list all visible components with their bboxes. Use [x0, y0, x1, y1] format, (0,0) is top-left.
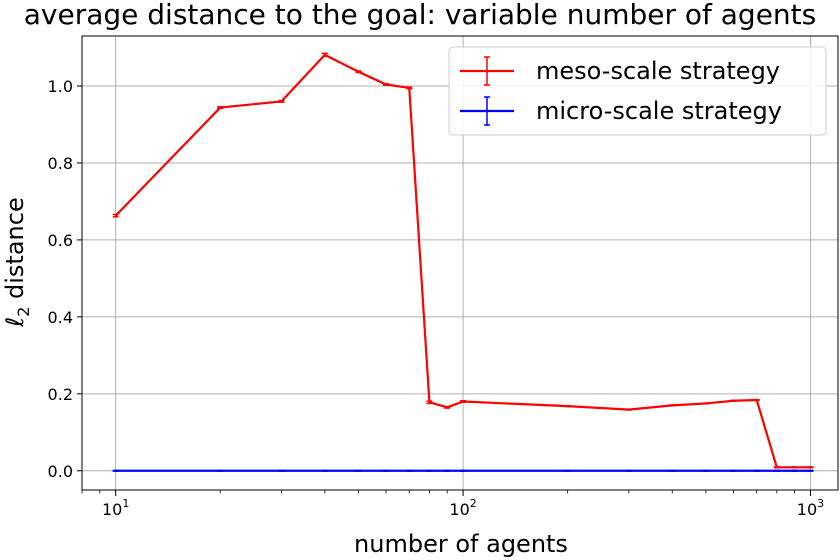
- data-point: [355, 469, 362, 472]
- data-point: [791, 466, 798, 469]
- data-point: [444, 469, 451, 472]
- data-point: [730, 469, 737, 472]
- y-tick-label: 0.8: [48, 154, 73, 173]
- data-point: [321, 52, 328, 58]
- data-point: [112, 213, 119, 218]
- legend-entry: micro-scale strategy: [460, 96, 782, 126]
- plot-area: [112, 52, 814, 472]
- data-point: [460, 469, 467, 472]
- data-point: [564, 469, 571, 472]
- y-tick-label: 0.0: [48, 462, 73, 481]
- y-axis-label: ℓ2 distance: [1, 197, 33, 327]
- x-tick-label: 102: [449, 497, 476, 519]
- data-point: [383, 469, 390, 472]
- data-point: [406, 469, 413, 472]
- axes-frame: [81, 35, 839, 491]
- data-point: [383, 82, 390, 86]
- legend-label: meso-scale strategy: [536, 57, 780, 85]
- data-point: [625, 469, 632, 472]
- data-point: [702, 402, 709, 405]
- data-point: [321, 469, 328, 472]
- y-tick-label: 0.2: [48, 385, 73, 404]
- data-point: [564, 404, 571, 408]
- data-point: [773, 466, 780, 469]
- chart-title: average distance to the goal: variable n…: [24, 0, 817, 31]
- y-tick-label: 0.6: [48, 231, 73, 250]
- legend-label: micro-scale strategy: [536, 97, 782, 125]
- legend: meso-scale strategy micro-scale strategy: [448, 46, 827, 136]
- legend-entry: meso-scale strategy: [460, 56, 780, 86]
- data-point: [753, 398, 760, 402]
- data-point: [773, 469, 780, 472]
- data-point: [444, 405, 451, 409]
- data-point: [217, 469, 224, 472]
- y-axis-label-main: ℓ: [1, 317, 29, 328]
- data-point: [791, 469, 798, 472]
- data-point: [625, 408, 632, 411]
- x-axis-label: number of agents: [354, 530, 568, 558]
- data-point: [426, 469, 433, 472]
- data-point: [807, 469, 814, 472]
- data-point: [406, 86, 413, 90]
- data-point: [426, 400, 433, 405]
- y-axis-label-rest: distance: [1, 197, 29, 306]
- data-point: [807, 466, 814, 469]
- y-tick-label: 0.4: [48, 308, 73, 327]
- legend-box: [448, 46, 827, 136]
- data-point: [753, 469, 760, 472]
- y-tick-label: 1.0: [48, 77, 73, 96]
- data-point: [355, 70, 362, 74]
- data-point: [702, 469, 709, 472]
- ticks: 0.0 0.2 0.4 0.6 0.8 1.0 101 102 103: [48, 77, 825, 519]
- y-axis-label-sub: 2: [14, 307, 33, 317]
- data-point: [278, 99, 285, 103]
- data-point: [669, 404, 676, 407]
- data-point: [669, 469, 676, 472]
- data-point: [460, 399, 467, 404]
- data-point: [730, 399, 737, 402]
- x-tick-label: 101: [102, 497, 129, 519]
- data-point: [112, 469, 119, 472]
- data-point: [278, 469, 285, 472]
- x-tick-label: 103: [797, 497, 824, 519]
- data-point: [217, 106, 224, 110]
